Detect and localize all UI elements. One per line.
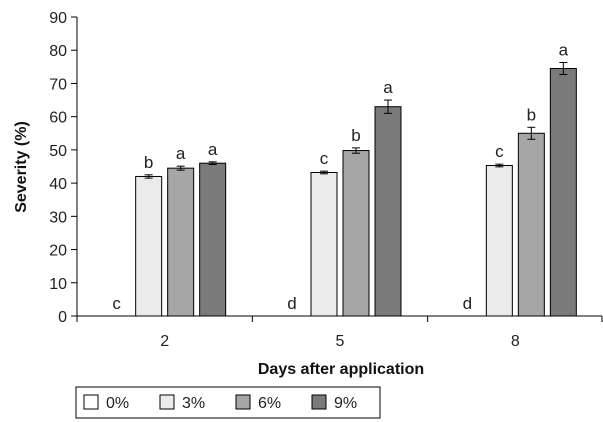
bar [199, 162, 227, 317]
legend-swatch [83, 394, 99, 410]
significance-letter: c [495, 142, 504, 161]
x-tick-label: 8 [511, 333, 520, 350]
legend-label: 6% [258, 395, 281, 412]
legend-label: 0% [106, 395, 129, 412]
bar [310, 171, 338, 317]
bar [342, 150, 370, 317]
significance-letter: a [383, 78, 393, 97]
significance-letter: c [112, 294, 121, 313]
significance-letter: b [351, 126, 360, 145]
bar [485, 165, 513, 317]
y-tick-label: 0 [58, 309, 67, 326]
bar [517, 132, 545, 317]
legend-label: 3% [182, 395, 205, 412]
bar [167, 167, 195, 317]
legend-swatch [311, 394, 327, 410]
significance-letter: d [463, 294, 472, 313]
y-tick-label: 50 [49, 143, 67, 160]
bar [374, 106, 402, 317]
axes [76, 17, 602, 317]
legend-swatch [235, 394, 251, 410]
y-axis-ticks: 0 10 20 30 40 50 60 70 80 90 [49, 10, 77, 326]
y-tick-label: 60 [49, 110, 67, 127]
x-tick-label: 2 [160, 333, 169, 350]
legend: 0% 3% 6% 9% [75, 386, 381, 419]
significance-letter: c [320, 149, 329, 168]
x-axis-title: Days after application [258, 361, 424, 378]
y-axis-title: Severity (%) [13, 121, 30, 213]
y-tick-label: 80 [49, 43, 67, 60]
y-tick-label: 30 [49, 209, 67, 226]
y-tick-label: 20 [49, 243, 67, 260]
significance-letters: c d d b c c a b b a a a [112, 41, 568, 313]
significance-letter: d [287, 294, 296, 313]
error-bars [144, 62, 568, 179]
x-axis-ticks: 2 5 8 [76, 316, 603, 350]
legend-box [75, 386, 381, 419]
significance-letter: b [527, 105, 536, 124]
y-tick-label: 90 [49, 10, 67, 27]
significance-letter: b [144, 153, 153, 172]
bar [135, 175, 163, 317]
y-tick-label: 40 [49, 176, 67, 193]
significance-letter: a [208, 140, 218, 159]
significance-letter: a [176, 144, 186, 163]
bars [135, 67, 577, 317]
y-tick-label: 10 [49, 276, 67, 293]
x-tick-label: 5 [336, 333, 345, 350]
bar [549, 67, 577, 317]
legend-label: 9% [334, 395, 357, 412]
y-tick-label: 70 [49, 76, 67, 93]
legend-swatch [159, 394, 175, 410]
significance-letter: a [559, 41, 569, 60]
